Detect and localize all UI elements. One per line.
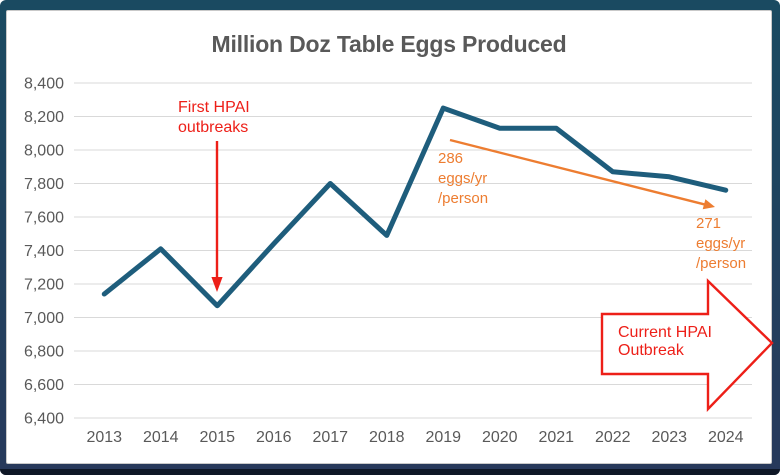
chart-canvas: 6,400 6,600 6,800 7,000 7,200 7,400 7,600 7,800… [24,76,774,446]
x-tick-label: 2022 [595,429,631,446]
chart-panel: Million Doz Table Eggs Produced 6,400 6,6… [6,10,774,464]
y-tick-label: 7,800 [24,176,64,193]
y-tick-label: 8,400 [24,76,64,93]
x-tick-label: 2021 [538,429,574,446]
per-capita-trend-arrow [449,138,715,210]
x-tick-label: 2016 [256,429,292,446]
y-tick-label: 7,600 [24,210,64,227]
y-tick-label: 6,600 [24,377,64,394]
y-tick-label: 7,200 [24,277,64,294]
x-tick-label: 2014 [143,429,179,446]
annotation-first-hpai: First HPAI outbreaks [178,99,250,136]
y-tick-label: 7,400 [24,243,64,260]
y-tick-label: 8,200 [24,109,64,126]
x-tick-label: 2024 [708,429,744,446]
x-tick-label: 2013 [86,429,122,446]
x-tick-label: 2015 [199,429,235,446]
y-tick-label: 6,400 [24,411,64,428]
x-tick-label: 2019 [425,429,461,446]
chart-title: Million Doz Table Eggs Produced [211,31,567,57]
y-tick-label: 6,800 [24,344,64,361]
annotation-per-capita-2024: 271 eggs/yr /person [696,215,747,272]
frame-bottom-strip [0,469,780,475]
y-tick-label: 8,000 [24,143,64,160]
annotation-per-capita-2019: 286 eggs/yr /person [438,150,489,207]
annotation-current-outbreak: Current HPAI Outbreak [618,324,712,359]
series-line [101,105,729,309]
x-tick-label: 2017 [312,429,348,446]
first-hpai-down-arrow [211,141,223,292]
annotations-layer [211,138,774,412]
y-tick-label: 7,000 [24,310,64,327]
x-tick-label: 2018 [369,429,405,446]
plot-layer: 6,400 6,600 6,800 7,000 7,200 7,400 7,600 7,800… [24,76,752,446]
x-tick-label: 2020 [482,429,518,446]
x-tick-label: 2023 [651,429,687,446]
current-outbreak-block-arrow [600,278,774,412]
